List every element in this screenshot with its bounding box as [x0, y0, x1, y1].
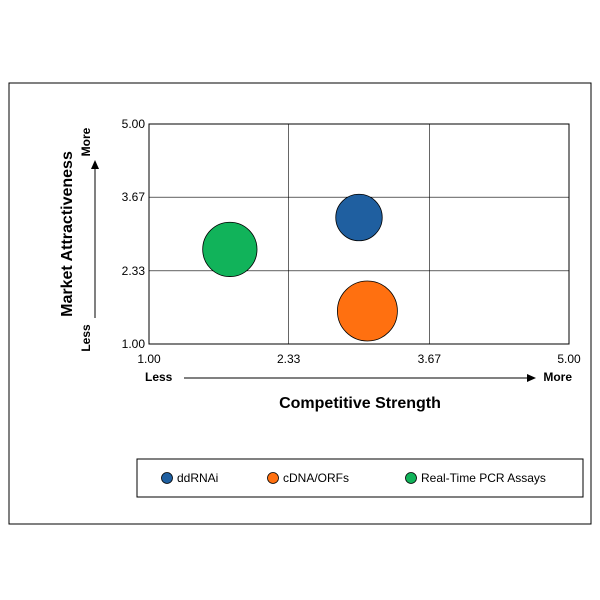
bubbles — [202, 193, 398, 342]
legend-box — [136, 458, 584, 498]
y-axis-title: Market Attractiveness — [59, 151, 76, 317]
y-tick-label: 2.33 — [122, 264, 146, 278]
y-tick-label: 5.00 — [122, 117, 146, 131]
y-direction-more: More — [79, 127, 93, 156]
x-tick-label: 3.67 — [418, 352, 442, 366]
bubble-point — [335, 193, 383, 242]
y-tick-label: 3.67 — [122, 190, 146, 204]
x-axis-title: Competitive Strength — [279, 395, 441, 412]
x-direction-arrowhead — [527, 374, 536, 382]
legend-label: cDNA/ORFs — [283, 471, 349, 485]
legend-marker — [405, 472, 417, 484]
x-tick-label: 5.00 — [557, 352, 581, 366]
x-direction-more: More — [543, 370, 572, 384]
tick-labels: 1.00 2.33 3.67 5.00 1.00 2.33 3.67 5.00 — [122, 117, 581, 366]
legend: ddRNAi cDNA/ORFs Real-Time PCR Assays — [161, 471, 546, 485]
legend-label: ddRNAi — [177, 471, 218, 485]
legend-marker — [267, 472, 279, 484]
y-tick-label: 1.00 — [122, 337, 146, 351]
x-tick-label: 1.00 — [137, 352, 161, 366]
legend-label: Real-Time PCR Assays — [421, 471, 546, 485]
y-direction-arrowhead — [91, 160, 99, 169]
legend-marker — [161, 472, 173, 484]
x-tick-label: 2.33 — [277, 352, 301, 366]
y-direction-less: Less — [79, 324, 93, 352]
bubble-point — [202, 221, 258, 277]
bubble-point — [336, 280, 398, 342]
x-direction-less: Less — [145, 370, 173, 384]
